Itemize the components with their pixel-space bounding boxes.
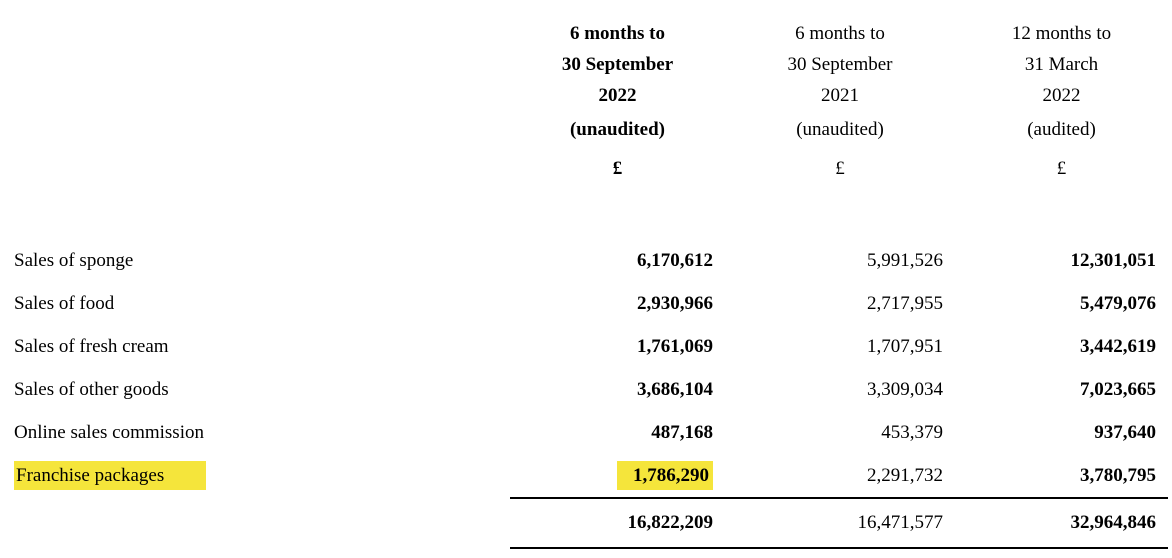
- row-value-period-2: 1,707,951: [725, 325, 955, 368]
- table-row: Sales of sponge 6,170,612 5,991,526 12,3…: [14, 239, 1168, 282]
- row-value-period-2: 3,309,034: [725, 368, 955, 411]
- column-title: 6 months to 30 September 2021: [787, 23, 893, 106]
- table-row: Sales of food 2,930,966 2,717,955 5,479,…: [14, 282, 1168, 325]
- row-label: Sales of fresh cream: [14, 325, 510, 368]
- row-label-text: Franchise packages: [14, 461, 207, 490]
- row-label: Franchise packages: [14, 454, 510, 498]
- row-value-period-3: 7,023,665: [955, 368, 1168, 411]
- row-value-text: 12,301,051: [1070, 249, 1157, 271]
- column-header-period-3: 12 months to 31 March 2022 (audited) £: [955, 8, 1168, 239]
- row-value-text: 5,479,076: [1080, 292, 1156, 314]
- row-label: Sales of food: [14, 282, 510, 325]
- row-value-text: 1,707,951: [867, 335, 943, 357]
- row-value-text: 3,442,619: [1080, 335, 1156, 357]
- currency-symbol: £: [835, 158, 845, 179]
- row-label-text: Online sales commission: [14, 421, 204, 443]
- row-value-text: 1,786,290: [617, 460, 713, 490]
- row-label: Sales of sponge: [14, 239, 510, 282]
- table-footer: 16,822,209 16,471,577 32,964,846: [14, 497, 1168, 549]
- row-value-period-1: 1,786,290: [510, 454, 725, 498]
- row-value-period-2: 2,291,732: [725, 454, 955, 498]
- row-value-text: 2,717,955: [867, 292, 943, 314]
- row-value-text: 1,761,069: [637, 335, 713, 357]
- row-value-period-3: 3,442,619: [955, 325, 1168, 368]
- audit-status-label: (audited): [1027, 119, 1096, 140]
- row-value-period-2: 2,717,955: [725, 282, 955, 325]
- row-value-period-2: 453,379: [725, 411, 955, 454]
- row-value-period-1: 3,686,104: [510, 368, 725, 411]
- row-value-period-1: 2,930,966: [510, 282, 725, 325]
- audit-status-label: (unaudited): [796, 119, 884, 140]
- audit-status-label: (unaudited): [569, 119, 666, 140]
- table-row: Sales of fresh cream 1,761,069 1,707,951…: [14, 325, 1168, 368]
- revenue-breakdown-table: 6 months to 30 September 2022 (unaudited…: [14, 8, 1168, 549]
- row-value-period-1: 1,761,069: [510, 325, 725, 368]
- row-label-text: Sales of sponge: [14, 249, 134, 271]
- row-value-text: 7,023,665: [1080, 378, 1156, 400]
- table-row: Franchise packages 1,786,290 2,291,732 3…: [14, 454, 1168, 498]
- total-value-period-3: 32,964,846: [955, 497, 1168, 549]
- table-header: 6 months to 30 September 2022 (unaudited…: [14, 8, 1168, 239]
- row-label: Sales of other goods: [14, 368, 510, 411]
- total-row: 16,822,209 16,471,577 32,964,846: [14, 497, 1168, 549]
- row-value-text: 487,168: [651, 421, 713, 443]
- table-body: Sales of sponge 6,170,612 5,991,526 12,3…: [14, 239, 1168, 498]
- table-row: Sales of other goods 3,686,104 3,309,034…: [14, 368, 1168, 411]
- total-value-period-1: 16,822,209: [510, 497, 725, 549]
- row-label-text: Sales of food: [14, 292, 115, 314]
- row-label-text: Sales of other goods: [14, 378, 169, 400]
- row-value-text: 6,170,612: [637, 249, 713, 271]
- row-value-period-3: 937,640: [955, 411, 1168, 454]
- total-row-label: [14, 498, 510, 548]
- row-value-period-3: 3,780,795: [955, 454, 1168, 498]
- row-value-text: 2,291,732: [867, 464, 943, 486]
- row-value-text: 453,379: [881, 421, 943, 443]
- header-spacer: [14, 8, 510, 239]
- row-value-text: 5,991,526: [867, 249, 943, 271]
- total-value-period-2: 16,471,577: [725, 497, 955, 549]
- row-value-text: 3,309,034: [867, 378, 943, 400]
- row-value-period-1: 6,170,612: [510, 239, 725, 282]
- currency-symbol: £: [1056, 158, 1067, 179]
- row-value-text: 937,640: [1094, 421, 1156, 443]
- row-value-period-3: 12,301,051: [955, 239, 1168, 282]
- row-label-text: Sales of fresh cream: [14, 335, 169, 357]
- row-value-text: 3,686,104: [637, 378, 713, 400]
- column-header-period-1: 6 months to 30 September 2022 (unaudited…: [510, 8, 725, 239]
- row-value-text: 3,780,795: [1080, 464, 1156, 486]
- column-header-period-2: 6 months to 30 September 2021 (unaudited…: [725, 8, 955, 239]
- row-value-period-1: 487,168: [510, 411, 725, 454]
- currency-symbol: £: [612, 158, 623, 179]
- column-title: 6 months to 30 September 2022: [561, 23, 674, 106]
- row-label: Online sales commission: [14, 411, 510, 454]
- header-row: 6 months to 30 September 2022 (unaudited…: [14, 8, 1168, 239]
- row-value-period-2: 5,991,526: [725, 239, 955, 282]
- table-row: Online sales commission 487,168 453,379 …: [14, 411, 1168, 454]
- column-title: 12 months to 31 March 2022: [1011, 23, 1112, 106]
- row-value-text: 2,930,966: [637, 292, 713, 314]
- row-value-period-3: 5,479,076: [955, 282, 1168, 325]
